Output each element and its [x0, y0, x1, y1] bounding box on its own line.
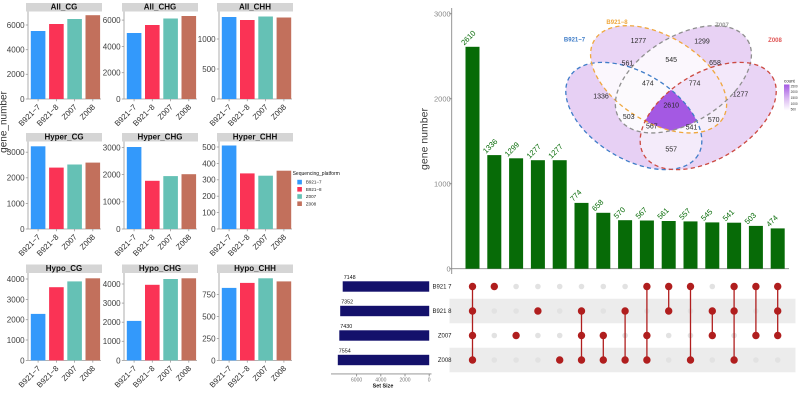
svg-text:2000: 2000 [7, 70, 25, 79]
svg-text:3000: 3000 [7, 148, 25, 157]
svg-text:0: 0 [211, 225, 216, 234]
svg-text:4000: 4000 [7, 46, 25, 55]
svg-text:Z007: Z007 [715, 23, 729, 29]
svg-text:B921 8: B921 8 [432, 309, 452, 315]
svg-text:2000: 2000 [103, 69, 121, 78]
svg-text:250: 250 [202, 334, 216, 343]
svg-text:Z007: Z007 [438, 334, 452, 340]
svg-text:750: 750 [202, 290, 216, 299]
svg-text:B921 7: B921 7 [432, 285, 452, 291]
svg-text:Z007: Z007 [306, 194, 317, 199]
svg-text:Z008: Z008 [306, 201, 317, 206]
svg-text:3000: 3000 [103, 299, 121, 308]
svg-text:Hypo_CHH: Hypo_CHH [234, 264, 276, 273]
svg-text:1000: 1000 [7, 336, 25, 345]
svg-text:100: 100 [202, 209, 216, 218]
svg-text:1336: 1336 [593, 94, 609, 101]
svg-text:500: 500 [791, 108, 797, 112]
svg-text:7554: 7554 [339, 349, 351, 355]
svg-text:541: 541 [686, 125, 698, 132]
svg-text:count: count [784, 79, 796, 84]
svg-text:Z008: Z008 [768, 38, 782, 44]
svg-text:474: 474 [642, 81, 654, 88]
svg-text:All_CHH: All_CHH [239, 3, 271, 12]
svg-text:567: 567 [646, 124, 658, 131]
svg-text:Hyper_CHH: Hyper_CHH [233, 133, 278, 142]
svg-text:Sequencing_platform: Sequencing_platform [293, 171, 340, 177]
svg-text:7430: 7430 [340, 324, 352, 330]
svg-text:3000: 3000 [7, 295, 25, 304]
svg-text:0: 0 [116, 95, 121, 104]
svg-text:0: 0 [20, 95, 25, 104]
svg-text:0: 0 [116, 356, 121, 365]
svg-text:B921−7: B921−7 [306, 180, 322, 185]
svg-text:0: 0 [116, 225, 121, 234]
svg-text:B921−8: B921−8 [606, 20, 628, 26]
svg-text:Hyper_CG: Hyper_CG [44, 133, 83, 142]
svg-text:2610: 2610 [663, 103, 679, 110]
svg-text:1299: 1299 [694, 39, 710, 46]
svg-text:4000: 4000 [7, 275, 25, 284]
svg-text:1000: 1000 [434, 179, 451, 188]
svg-text:Set Size: Set Size [373, 384, 394, 390]
svg-text:545: 545 [665, 57, 677, 64]
svg-text:6000: 6000 [351, 378, 362, 384]
svg-text:561: 561 [622, 61, 634, 68]
svg-text:1277: 1277 [733, 92, 749, 99]
svg-text:0: 0 [211, 95, 216, 104]
svg-text:2500: 2500 [791, 84, 798, 88]
svg-text:0: 0 [20, 356, 25, 365]
svg-text:1000: 1000 [103, 198, 121, 207]
svg-text:1500: 1500 [791, 96, 798, 100]
svg-text:503: 503 [623, 114, 635, 121]
svg-text:1000: 1000 [103, 337, 121, 346]
svg-text:2000: 2000 [791, 90, 798, 94]
svg-text:300: 300 [202, 176, 216, 185]
svg-text:2000: 2000 [103, 171, 121, 180]
svg-text:B921−8: B921−8 [306, 187, 322, 192]
svg-text:7352: 7352 [341, 300, 353, 306]
svg-text:All_CG: All_CG [51, 3, 78, 12]
svg-text:4000: 4000 [103, 42, 121, 51]
svg-text:6000: 6000 [103, 16, 121, 25]
svg-text:2000: 2000 [7, 174, 25, 183]
svg-text:2000: 2000 [7, 316, 25, 325]
svg-text:gene number: gene number [419, 108, 431, 170]
svg-text:3000: 3000 [434, 9, 451, 18]
svg-text:400: 400 [202, 159, 216, 168]
svg-text:Hypo_CG: Hypo_CG [46, 264, 82, 273]
svg-text:570: 570 [708, 117, 720, 124]
svg-text:500: 500 [202, 143, 216, 152]
svg-text:1000: 1000 [791, 102, 798, 106]
svg-text:0: 0 [211, 356, 216, 365]
svg-text:Hyper_CHG: Hyper_CHG [138, 133, 183, 142]
svg-text:500: 500 [202, 312, 216, 321]
svg-text:4000: 4000 [103, 280, 121, 289]
svg-text:2000: 2000 [434, 94, 451, 103]
svg-text:gene_number: gene_number [0, 90, 10, 152]
svg-text:1277: 1277 [631, 38, 647, 45]
svg-text:4000: 4000 [375, 378, 386, 384]
svg-text:3000: 3000 [103, 143, 121, 152]
svg-text:500: 500 [202, 65, 216, 74]
svg-text:7148: 7148 [344, 275, 356, 281]
svg-text:6000: 6000 [7, 21, 25, 30]
svg-text:1000: 1000 [7, 199, 25, 208]
svg-text:557: 557 [665, 147, 677, 154]
svg-text:0: 0 [20, 225, 25, 234]
svg-text:Hypo_CHG: Hypo_CHG [139, 264, 181, 273]
svg-text:All_CHG: All_CHG [144, 3, 176, 12]
svg-text:0: 0 [428, 378, 431, 384]
svg-text:Z008: Z008 [438, 358, 452, 364]
svg-text:B921−7: B921−7 [564, 38, 586, 44]
svg-text:1000: 1000 [198, 35, 216, 44]
svg-text:658: 658 [709, 60, 721, 67]
svg-text:0: 0 [447, 264, 451, 273]
svg-text:2000: 2000 [103, 318, 121, 327]
svg-text:774: 774 [689, 81, 701, 88]
svg-text:2000: 2000 [399, 378, 410, 384]
svg-text:200: 200 [202, 192, 216, 201]
